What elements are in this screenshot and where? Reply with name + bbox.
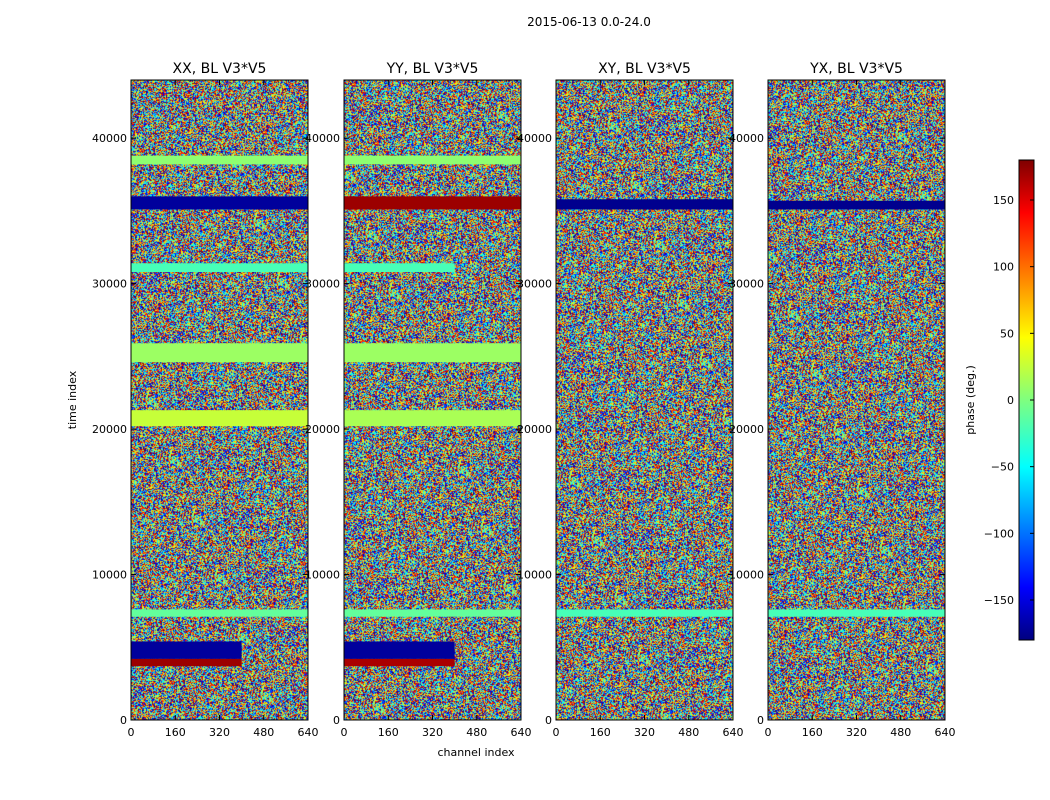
y-tick-label-4-1: 0 [757, 714, 764, 727]
phase-band-1-8 [131, 658, 242, 667]
panel-4: YX, BL V3*V5 0 160 320 480 640 0 10000 20000 3000… [729, 61, 956, 739]
phase-band-1-7 [131, 641, 242, 659]
phase-band-2-1 [344, 155, 521, 165]
colorbar-tick-label-7: −150 [984, 594, 1014, 607]
panel-1: XX, BL V3*V5 0 160 320 480 640 0 10000 20000 3000… [92, 61, 319, 739]
y-tick-label-2-4: 30000 [305, 278, 340, 291]
y-tick-label-4-4: 30000 [729, 278, 764, 291]
x-tick-label-2-5: 640 [511, 726, 532, 739]
x-axis-label: channel index [437, 746, 515, 759]
y-tick-label-2-1: 0 [333, 714, 340, 727]
colorbar-tick-label-1: 150 [993, 194, 1014, 207]
y-tick-label-2-5: 40000 [305, 132, 340, 145]
panel-title-4: YX, BL V3*V5 [809, 61, 903, 77]
phase-band-4-1 [768, 200, 945, 210]
x-tick-label-1-1: 0 [128, 726, 135, 739]
y-tick-label-1-2: 10000 [92, 569, 127, 582]
phase-noise-raster-3 [556, 80, 733, 720]
x-tick-label-4-1: 0 [765, 726, 772, 739]
y-tick-label-1-5: 40000 [92, 132, 127, 145]
colorbar-tick-label-6: −100 [984, 527, 1014, 540]
phase-band-2-8 [344, 658, 455, 667]
phase-noise-raster-2 [344, 80, 521, 720]
y-tick-label-1-3: 20000 [92, 423, 127, 436]
x-tick-label-3-3: 320 [634, 726, 655, 739]
colorbar-label: phase (deg.) [964, 365, 977, 435]
colorbar-tick-label-5: −50 [991, 461, 1014, 474]
colorbar-tick-label-2: 100 [993, 261, 1014, 274]
panel-title-3: XY, BL V3*V5 [598, 61, 691, 77]
colorbar-tick-label-4: 0 [1007, 394, 1014, 407]
phase-band-2-4 [344, 343, 521, 363]
y-tick-label-3-2: 10000 [517, 569, 552, 582]
y-tick-label-1-4: 30000 [92, 278, 127, 291]
figure-suptitle: 2015-06-13 0.0-24.0 [527, 15, 651, 29]
phase-noise-raster-1 [131, 80, 308, 720]
y-tick-label-1-1: 0 [120, 714, 127, 727]
phase-band-2-3 [344, 263, 455, 272]
y-tick-label-2-3: 20000 [305, 423, 340, 436]
x-tick-label-1-3: 320 [209, 726, 230, 739]
phase-band-2-7 [344, 641, 455, 659]
phase-band-2-2 [344, 196, 521, 210]
y-tick-label-3-4: 30000 [517, 278, 552, 291]
y-tick-label-2-2: 10000 [305, 569, 340, 582]
x-tick-label-1-4: 480 [253, 726, 274, 739]
colorbar-ticks: 150 100 50 0 −50 −100 −150 [984, 194, 1034, 607]
phase-band-1-3 [131, 263, 308, 272]
x-tick-label-2-1: 0 [341, 726, 348, 739]
y-tick-label-3-5: 40000 [517, 132, 552, 145]
panel-title-1: XX, BL V3*V5 [173, 61, 267, 77]
x-tick-label-2-4: 480 [466, 726, 487, 739]
phase-band-3-2 [556, 609, 733, 617]
x-tick-label-1-5: 640 [298, 726, 319, 739]
phase-band-1-6 [131, 609, 308, 617]
x-tick-label-3-4: 480 [678, 726, 699, 739]
y-tick-label-3-1: 0 [545, 714, 552, 727]
colorbar-tick-label-3: 50 [1000, 327, 1014, 340]
x-tick-label-3-1: 0 [553, 726, 560, 739]
panel-3: XY, BL V3*V5 0 160 320 480 640 0 10000 20000 3000… [517, 61, 744, 739]
x-tick-label-1-2: 160 [165, 726, 186, 739]
y-tick-label-4-3: 20000 [729, 423, 764, 436]
y-axis-label: time index [66, 370, 79, 429]
phase-band-1-1 [131, 155, 308, 165]
phase-band-2-5 [344, 410, 521, 427]
phase-noise-raster-4 [768, 80, 945, 720]
y-tick-label-3-3: 20000 [517, 423, 552, 436]
phase-band-3-1 [556, 199, 733, 210]
y-tick-label-4-2: 10000 [729, 569, 764, 582]
x-tick-label-4-2: 160 [802, 726, 823, 739]
x-tick-label-4-3: 320 [846, 726, 867, 739]
panel-title-2: YY, BL V3*V5 [386, 61, 479, 77]
x-tick-label-3-5: 640 [723, 726, 744, 739]
x-tick-label-4-5: 640 [935, 726, 956, 739]
x-tick-label-4-4: 480 [890, 726, 911, 739]
colorbar: 150 100 50 0 −50 −100 −150 phase (deg.) [964, 159, 1035, 641]
panels: XX, BL V3*V5 0 160 320 480 640 0 10000 20000 3000… [92, 61, 956, 739]
phase-band-1-2 [131, 196, 308, 210]
phase-band-4-2 [768, 609, 945, 617]
phase-band-2-6 [344, 609, 521, 617]
x-tick-label-3-2: 160 [590, 726, 611, 739]
x-tick-label-2-2: 160 [378, 726, 399, 739]
phase-band-1-5 [131, 410, 308, 427]
x-tick-label-2-3: 320 [422, 726, 443, 739]
panel-2: YY, BL V3*V5 0 160 320 480 640 0 10000 20000 3000… [305, 61, 532, 739]
y-tick-label-4-5: 40000 [729, 132, 764, 145]
phase-band-1-4 [131, 343, 308, 363]
